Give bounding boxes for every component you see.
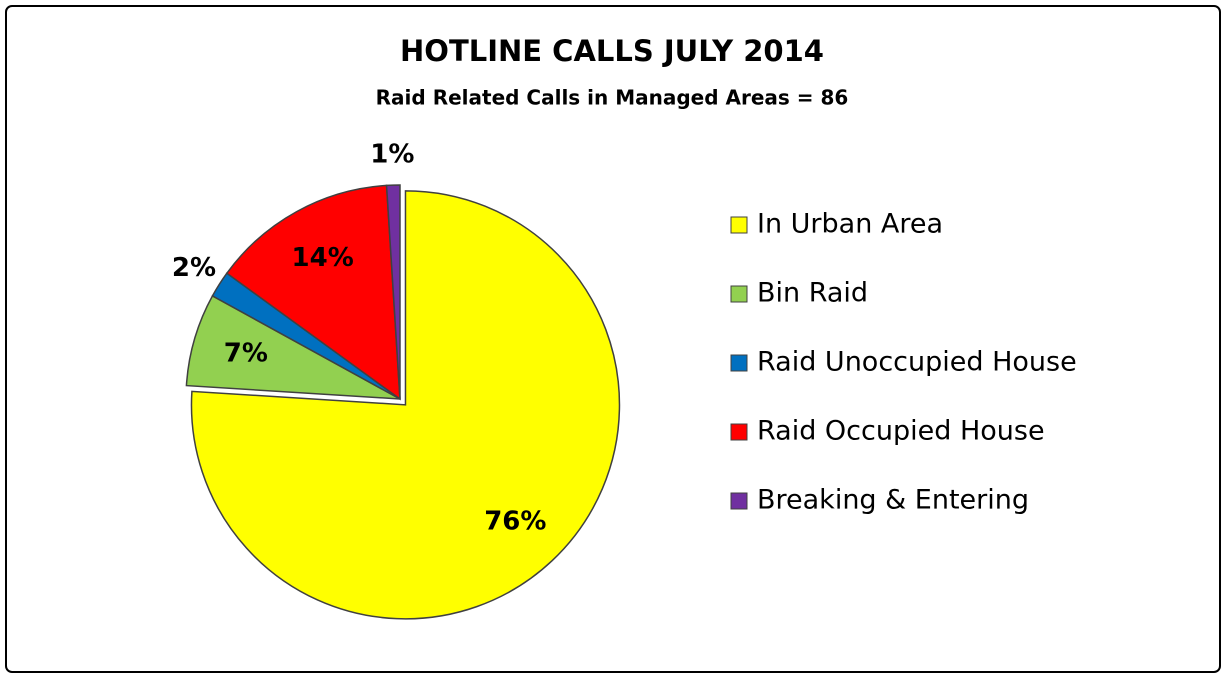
legend-label: Bin Raid	[757, 278, 868, 309]
legend-label: Breaking & Entering	[757, 485, 1029, 516]
data-label: 7%	[224, 339, 268, 369]
legend-swatch	[730, 492, 748, 510]
pie-slice	[225, 184, 401, 401]
pie-slice	[190, 190, 621, 620]
legend-label: Raid Unoccupied House	[757, 347, 1077, 378]
legend-label: In Urban Area	[757, 209, 943, 240]
legend-label: Raid Occupied House	[757, 416, 1045, 447]
data-label: 14%	[292, 243, 354, 273]
pie-slice	[385, 184, 401, 400]
legend-swatch	[730, 354, 748, 372]
data-label: 2%	[172, 253, 216, 283]
chart-subtitle: Raid Related Calls in Managed Areas = 86	[376, 86, 849, 110]
data-label: 1%	[370, 140, 414, 170]
legend-swatch	[730, 423, 748, 441]
chart-title: HOTLINE CALLS JULY 2014	[400, 34, 824, 68]
data-label: 76%	[484, 506, 546, 536]
legend-swatch	[730, 216, 748, 234]
legend-swatch	[730, 285, 748, 303]
